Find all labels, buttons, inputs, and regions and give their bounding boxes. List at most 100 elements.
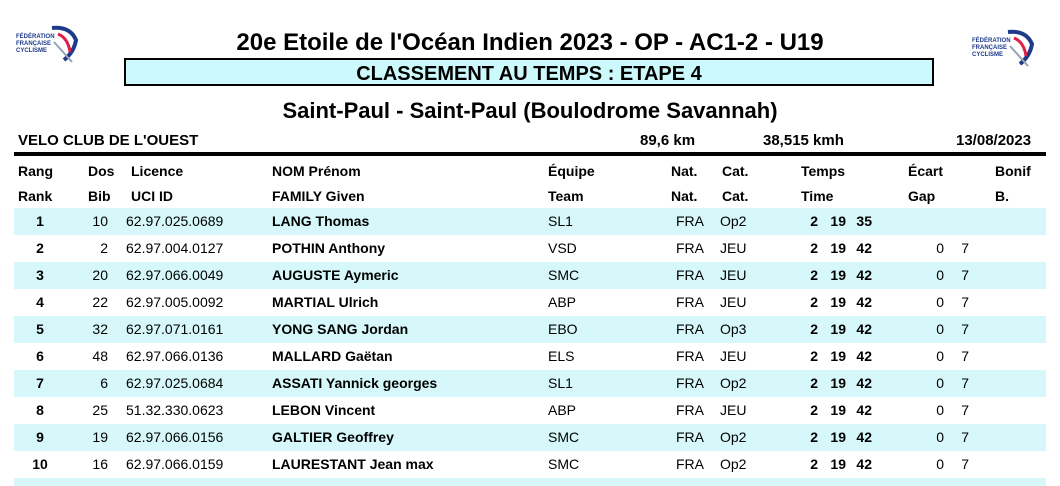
cell-gm: 0 (936, 294, 944, 310)
cell-gm: 0 (936, 267, 944, 283)
cell-licence: 62.97.066.0156 (126, 429, 224, 445)
col-nat-fr: Nat. (671, 163, 698, 179)
cell-rank: 4 (36, 294, 44, 310)
col-time-en: Time (801, 188, 834, 204)
cell-team: VSD (548, 240, 577, 256)
cell-licence: 62.97.004.0127 (126, 240, 224, 256)
cell-bib: 32 (92, 321, 108, 337)
cell-s: 42 (856, 375, 872, 391)
ffc-logo-left: FÉDÉRATION FRANÇAISE CYCLISME (14, 25, 79, 63)
cell-nat: FRA (676, 402, 704, 418)
col-time-fr: Temps (801, 163, 846, 179)
stage-location: Saint-Paul - Saint-Paul (Boulodrome Sava… (282, 98, 778, 123)
cell-team: SL1 (548, 375, 573, 391)
cell-gm: 0 (936, 375, 944, 391)
col-name-fr: NOM Prénom (272, 163, 361, 179)
header-divider (14, 152, 1046, 156)
cell-bib: 16 (92, 456, 108, 472)
cell-name: AUGUSTE Aymeric (272, 267, 399, 283)
cell-cat: JEU (720, 402, 747, 418)
col-gap-fr: Écart (908, 163, 944, 179)
cell-cat: JEU (720, 267, 747, 283)
ffc-logo-right: FÉDÉRATION FRANÇAISE CYCLISME (970, 29, 1035, 67)
cell-licence: 62.97.025.0684 (126, 375, 224, 391)
cell-gm: 0 (936, 456, 944, 472)
cell-h: 2 (810, 375, 818, 391)
cell-licence: 62.97.005.0092 (126, 294, 224, 310)
cell-cat: Op2 (720, 456, 747, 472)
cell-gs: 7 (961, 321, 969, 337)
col-name-en: FAMILY Given (272, 188, 365, 204)
cell-cat: Op3 (720, 321, 747, 337)
cell-m: 19 (830, 375, 846, 391)
col-bonus-fr: Bonif (995, 163, 1031, 179)
cell-nat: FRA (676, 240, 704, 256)
cell-h: 2 (810, 348, 818, 364)
cell-nat: FRA (676, 348, 704, 364)
col-bib-fr: Dos (88, 163, 115, 179)
cell-m: 19 (830, 348, 846, 364)
cell-gm: 0 (936, 348, 944, 364)
cell-m: 19 (830, 402, 846, 418)
cell-nat: FRA (676, 321, 704, 337)
cell-m: 19 (830, 267, 846, 283)
table-row: 5 32 62.97.071.0161 YONG SANG Jordan EBO FRA O… (14, 316, 1046, 343)
cell-cat: Op2 (720, 213, 747, 229)
cell-gm: 0 (936, 429, 944, 445)
cell-name: YONG SANG Jordan (272, 321, 409, 337)
page-title: 20e Etoile de l'Océan Indien 2023 - OP -… (236, 29, 824, 56)
table-row-filler (14, 478, 1046, 486)
table-row: 2 2 62.97.004.0127 POTHIN Anthony VSD FRA JEU 2… (14, 235, 1046, 262)
cell-team: ELS (548, 348, 575, 364)
cell-gs: 7 (961, 294, 969, 310)
cell-gs: 7 (961, 402, 969, 418)
cell-nat: FRA (676, 375, 704, 391)
cell-m: 19 (830, 240, 846, 256)
cell-name: LAURESTANT Jean max (272, 456, 434, 472)
cell-rank: 5 (36, 321, 44, 337)
cell-s: 42 (856, 294, 872, 310)
cell-gm: 0 (936, 402, 944, 418)
cell-bib: 25 (92, 402, 108, 418)
cell-h: 2 (810, 402, 818, 418)
cell-licence: 62.97.066.0049 (126, 267, 224, 283)
cell-team: SMC (548, 267, 580, 283)
cell-name: LANG Thomas (272, 213, 370, 229)
col-rank-fr: Rang (18, 163, 53, 179)
distance: 89,6 km (640, 132, 696, 149)
cell-name: GALTIER Geoffrey (272, 429, 394, 445)
cell-name: ASSATI Yannick georges (272, 375, 438, 391)
cell-s: 42 (856, 267, 872, 283)
cell-rank: 10 (32, 456, 48, 472)
cell-nat: FRA (676, 456, 704, 472)
table-row: 3 20 62.97.066.0049 AUGUSTE Aymeric SMC FRA JE… (14, 262, 1046, 289)
cell-rank: 6 (36, 348, 44, 364)
cell-rank: 7 (36, 375, 44, 391)
cell-bib: 2 (100, 240, 108, 256)
cell-s: 42 (856, 402, 872, 418)
club-name: VELO CLUB DE L'OUEST (18, 132, 199, 149)
col-cat-en: Cat. (722, 188, 749, 204)
cell-h: 2 (810, 456, 818, 472)
table-row: 1 10 62.97.025.0689 LANG Thomas SL1 FRA Op2 2 19… (14, 208, 1046, 235)
cell-h: 2 (810, 321, 818, 337)
cell-team: EBO (548, 321, 578, 337)
col-bib-en: Bib (88, 188, 111, 204)
col-licence-fr: Licence (131, 163, 184, 179)
col-team-en: Team (548, 188, 584, 204)
average-speed: 38,515 kmh (763, 132, 844, 149)
svg-text:FÉDÉRATION: FÉDÉRATION (972, 36, 1011, 44)
cell-name: LEBON Vincent (272, 402, 376, 418)
cell-gs: 7 (961, 240, 969, 256)
col-cat-fr: Cat. (722, 163, 749, 179)
cell-team: SMC (548, 429, 580, 445)
cell-cat: JEU (720, 348, 747, 364)
cell-gs: 7 (961, 267, 969, 283)
cell-h: 2 (810, 213, 818, 229)
cell-rank: 1 (36, 213, 44, 229)
cell-rank: 8 (36, 402, 44, 418)
cell-licence: 62.97.025.0689 (126, 213, 224, 229)
cell-nat: FRA (676, 294, 704, 310)
cell-bib: 6 (100, 375, 108, 391)
table-row: 7 6 62.97.025.0684 ASSATI Yannick georges SL… (14, 370, 1046, 397)
